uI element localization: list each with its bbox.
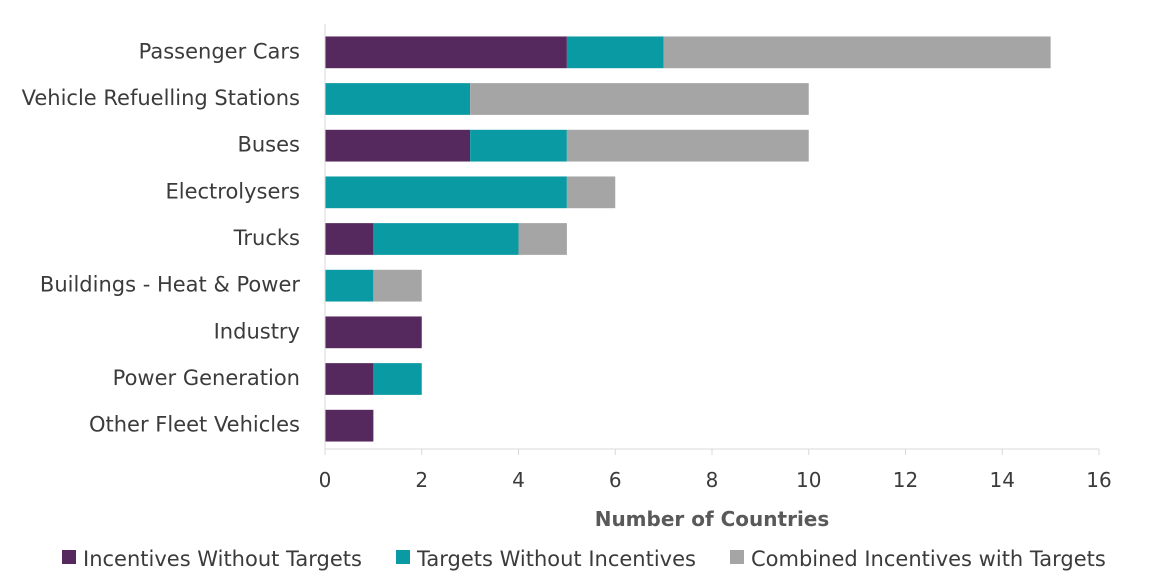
- bars: [325, 36, 1051, 442]
- category-labels: Passenger Cars Vehicle Refuelling Station…: [22, 39, 301, 436]
- bar-segment: [325, 36, 567, 69]
- bar-segment: [373, 223, 519, 255]
- bar-segment: [325, 363, 374, 395]
- x-tick-label: 2: [415, 468, 428, 492]
- legend-swatch: [62, 550, 76, 564]
- bar-segment: [325, 316, 422, 349]
- bar-segment: [470, 129, 567, 162]
- category-label: Industry: [214, 319, 300, 343]
- x-tick-label: 10: [796, 468, 821, 492]
- bar-segment: [325, 269, 374, 302]
- legend-label: Targets Without Incentives: [416, 547, 696, 571]
- bar-segment: [373, 363, 422, 395]
- x-tick-label: 12: [893, 468, 918, 492]
- bar-segment: [325, 83, 471, 115]
- bar-segment: [566, 129, 809, 162]
- bar-segment: [325, 176, 567, 209]
- legend: Incentives Without Targets Targets Withou…: [62, 547, 1106, 571]
- category-label: Other Fleet Vehicles: [89, 413, 300, 437]
- bar-segment: [566, 176, 616, 209]
- x-tick-label: 14: [990, 468, 1015, 492]
- category-label: Buildings - Heat & Power: [40, 273, 300, 297]
- bar-segment: [518, 223, 567, 255]
- bar-segment: [325, 129, 471, 162]
- x-axis-ticks: 0 2 4 6 8 10 12 14 16: [319, 449, 1112, 492]
- category-label: Buses: [237, 133, 300, 157]
- category-label: Vehicle Refuelling Stations: [22, 86, 300, 110]
- category-label: Power Generation: [113, 366, 300, 390]
- bar-segment: [663, 36, 1051, 69]
- legend-swatch: [730, 550, 744, 564]
- category-label: Trucks: [233, 226, 300, 250]
- x-tick-label: 4: [512, 468, 525, 492]
- legend-label: Incentives Without Targets: [83, 547, 362, 571]
- x-axis-title: Number of Countries: [595, 507, 830, 531]
- legend-label: Combined Incentives with Targets: [751, 547, 1106, 571]
- bar-segment: [325, 409, 374, 442]
- x-tick-label: 0: [319, 468, 332, 492]
- x-tick-label: 16: [1086, 468, 1111, 492]
- bar-segment: [566, 36, 664, 69]
- category-label: Passenger Cars: [139, 39, 300, 63]
- bar-segment: [470, 83, 809, 115]
- category-label: Electrolysers: [165, 179, 300, 203]
- x-tick-label: 6: [609, 468, 622, 492]
- bar-segment: [325, 223, 374, 255]
- x-tick-label: 8: [706, 468, 719, 492]
- legend-swatch: [396, 550, 410, 564]
- bar-segment: [373, 269, 422, 302]
